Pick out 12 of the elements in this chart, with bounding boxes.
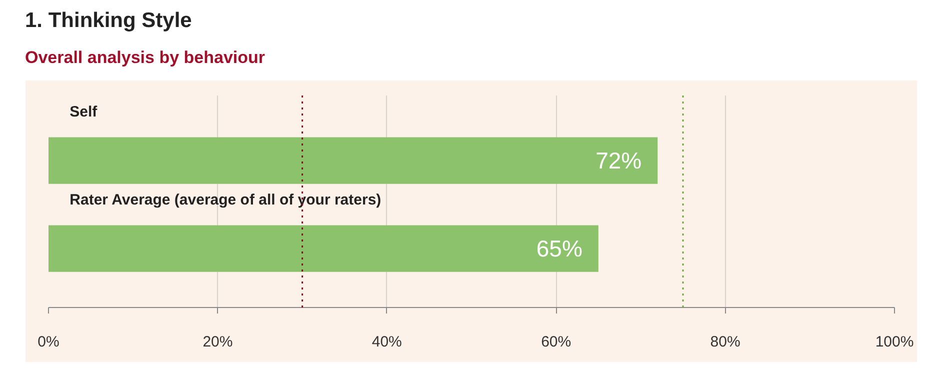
data-label: 72% (596, 148, 642, 174)
data-label: 65% (536, 236, 582, 262)
chart-title: 1. Thinking Style (25, 8, 193, 34)
x-tick-label: 80% (710, 334, 740, 350)
y-tick-label: Rater Average (average of all of your raters) (70, 192, 382, 209)
x-tick-label: 0% (38, 334, 60, 350)
x-tick-label: 100% (875, 334, 914, 350)
x-tick-label: 40% (372, 334, 402, 350)
y-tick-label: Self (70, 104, 98, 121)
chart-subtitle: Overall analysis by behaviour (25, 47, 266, 69)
x-tick-label: 60% (541, 334, 572, 350)
x-tick-label: 20% (202, 334, 233, 350)
